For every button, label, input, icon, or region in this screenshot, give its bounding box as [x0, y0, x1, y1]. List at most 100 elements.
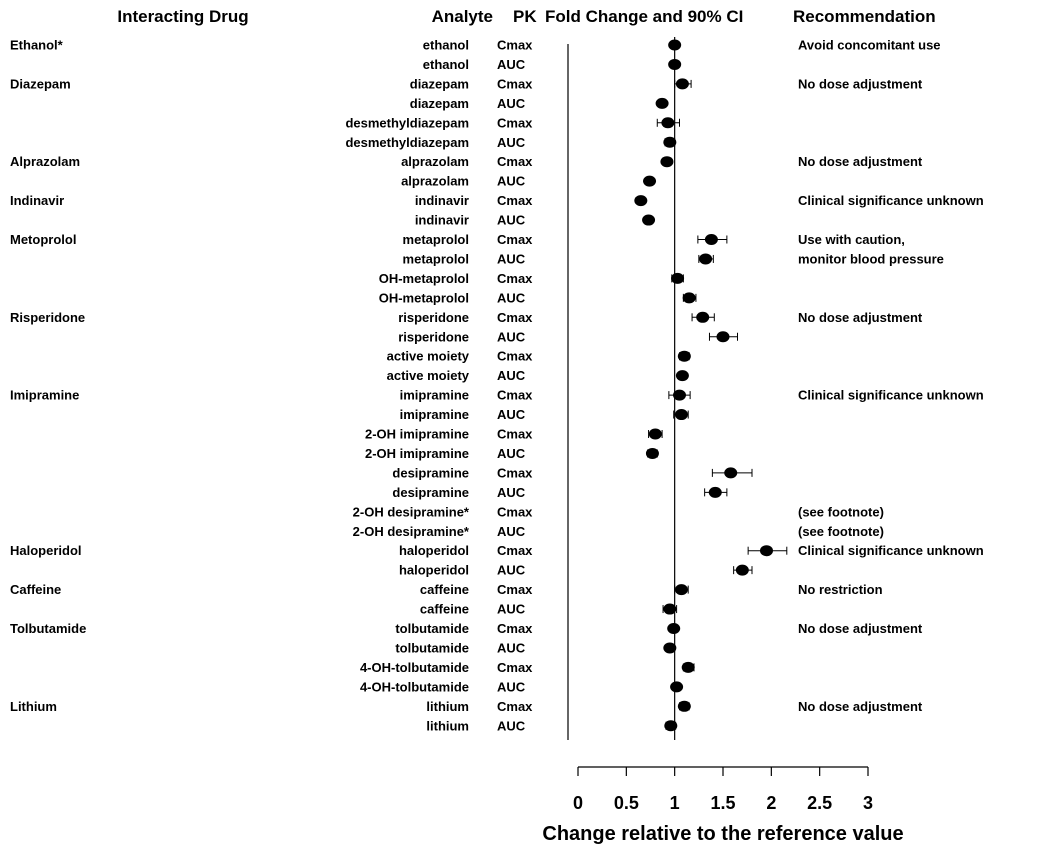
estimate-point: [675, 78, 689, 90]
analyte-label: OH-metaprolol: [379, 271, 469, 286]
estimate-point: [671, 272, 685, 284]
recommendation-text: No dose adjustment: [798, 310, 923, 325]
x-tick-label: 1.5: [710, 793, 735, 813]
estimate-point: [708, 486, 722, 498]
x-axis: 0 0.5 1 1.5 2 2.5 3: [573, 766, 873, 813]
pk-label: AUC: [497, 96, 526, 111]
analyte-label: 2-OH imipramine: [365, 427, 469, 442]
estimate-point: [673, 389, 686, 401]
estimate-point: [634, 195, 648, 207]
analyte-label: desipramine: [392, 485, 469, 500]
pk-label: Cmax: [497, 699, 533, 714]
analyte-label: haloperidol: [399, 543, 469, 558]
analyte-label: alprazolam: [401, 174, 469, 189]
recommendation-text: Use with caution,: [798, 232, 905, 247]
estimate-point: [760, 545, 773, 557]
pk-label: AUC: [497, 329, 526, 344]
drug-label: Diazepam: [10, 76, 71, 91]
estimate-point: [664, 720, 678, 732]
recommendation-text: No dose adjustment: [798, 76, 923, 91]
x-tick-label: 1: [670, 793, 680, 813]
pk-label: Cmax: [497, 232, 533, 247]
recommendation-text: (see footnote): [798, 504, 884, 519]
pk-label: AUC: [497, 718, 526, 733]
analyte-label: ethanol: [423, 38, 469, 53]
estimate-point: [677, 350, 691, 362]
pk-label: AUC: [497, 485, 526, 500]
column-headers: Interacting Drug Analyte PK Fold Change …: [117, 7, 935, 26]
analyte-label: haloperidol: [399, 563, 469, 578]
analyte-label: imipramine: [400, 407, 469, 422]
pk-label: AUC: [497, 213, 526, 228]
recommendation-text: No dose adjustment: [798, 699, 923, 714]
analyte-label: 4-OH-tolbutamide: [360, 679, 469, 694]
analyte-label: active moiety: [387, 368, 470, 383]
drug-label: Alprazolam: [10, 154, 80, 169]
estimate-point: [682, 292, 696, 304]
pk-label: Cmax: [497, 465, 533, 480]
recommendation-text: Clinical significance unknown: [798, 388, 984, 403]
estimate-point: [699, 253, 713, 265]
pk-label: Cmax: [497, 76, 533, 91]
recommendation-text: No restriction: [798, 582, 883, 597]
recommendation-text: Clinical significance unknown: [798, 193, 984, 208]
pk-label: Cmax: [497, 193, 533, 208]
pk-label: AUC: [497, 407, 526, 422]
pk-label: AUC: [497, 524, 526, 539]
estimate-point: [681, 661, 695, 673]
estimate-point: [677, 700, 691, 712]
header-interacting-drug: Interacting Drug: [117, 7, 248, 26]
pk-label: Cmax: [497, 388, 533, 403]
analyte-label: desmethyldiazepam: [345, 115, 469, 130]
drug-label: Caffeine: [10, 582, 61, 597]
pk-label: AUC: [497, 251, 526, 266]
analyte-label: risperidone: [398, 310, 469, 325]
estimate-point: [661, 117, 675, 129]
pk-label: Cmax: [497, 660, 533, 675]
analyte-label: indinavir: [415, 193, 469, 208]
header-pk: PK: [513, 7, 537, 26]
estimate-point: [704, 234, 718, 245]
estimate-point: [663, 642, 677, 654]
drug-label: Haloperidol: [10, 543, 82, 558]
pk-label: AUC: [497, 602, 526, 617]
x-tick-label: 3: [863, 793, 873, 813]
estimate-point: [735, 564, 749, 576]
drug-label: Lithium: [10, 699, 57, 714]
pk-label: AUC: [497, 290, 526, 305]
analyte-label: metaprolol: [403, 251, 469, 266]
drug-label: Imipramine: [10, 388, 79, 403]
pk-label: AUC: [497, 679, 526, 694]
pk-label: Cmax: [497, 271, 533, 286]
analyte-label: lithium: [426, 718, 469, 733]
analyte-label: active moiety: [387, 349, 470, 364]
drug-label: Risperidone: [10, 310, 85, 325]
header-recommendation: Recommendation: [793, 7, 936, 26]
analyte-label: 4-OH-tolbutamide: [360, 660, 469, 675]
pk-label: Cmax: [497, 427, 533, 442]
pk-label: AUC: [497, 640, 526, 655]
estimate-point: [696, 311, 710, 323]
pk-label: AUC: [497, 563, 526, 578]
analyte-label: diazepam: [410, 96, 469, 111]
analyte-label: 2-OH desipramine*: [353, 504, 470, 519]
analyte-label: 2-OH desipramine*: [353, 524, 470, 539]
estimate-point: [643, 175, 657, 187]
pk-label: AUC: [497, 174, 526, 189]
analyte-label: indinavir: [415, 213, 469, 228]
recommendation-text: monitor blood pressure: [798, 251, 944, 266]
pk-label: AUC: [497, 446, 526, 461]
recommendation-text: No dose adjustment: [798, 621, 923, 636]
table-rows: Ethanol* ethanol Cmax Avoid concomitant use…: [10, 38, 984, 734]
estimate-point: [668, 39, 682, 51]
analyte-label: imipramine: [400, 388, 469, 403]
pk-label: Cmax: [497, 154, 533, 169]
pk-label: Cmax: [497, 38, 533, 53]
pk-label: Cmax: [497, 543, 533, 558]
recommendation-text: No dose adjustment: [798, 154, 923, 169]
x-tick-label: 2.5: [807, 793, 832, 813]
analyte-label: OH-metaprolol: [379, 290, 469, 305]
x-tick-label: 0.5: [614, 793, 639, 813]
estimate-point: [675, 370, 689, 382]
